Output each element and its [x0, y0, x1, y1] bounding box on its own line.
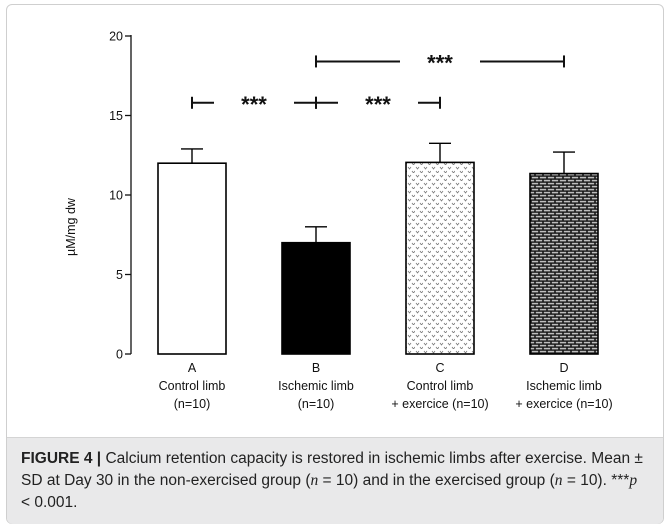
significance-brackets: *** *** *** [192, 50, 564, 116]
bars [158, 162, 598, 354]
category-label-line: D [559, 361, 568, 375]
figure-caption: FIGURE 4 | Calcium retention capacity is… [21, 448, 649, 514]
category-label-line: + exercice (n=10) [515, 397, 612, 411]
sig-label: *** [427, 50, 453, 75]
y-tick-label: 20 [109, 30, 123, 44]
y-axis-label: µM/mg dw [64, 197, 78, 256]
sig-label: *** [241, 92, 267, 117]
category-label-line: Control limb [159, 379, 226, 393]
bar-A [158, 163, 226, 354]
y-ticks: 0 5 10 15 20 [109, 30, 131, 362]
category-label-line: Ischemic limb [526, 379, 602, 393]
category-label-line: B [312, 361, 320, 375]
caption-eq-1: = 10) and in the exercised group ( [318, 472, 555, 489]
category-label-line: + exercice (n=10) [391, 397, 488, 411]
category-label-line: Control limb [407, 379, 474, 393]
y-tick-label: 0 [116, 348, 123, 362]
figure-frame: µM/mg dw 0 5 10 15 20 *** *** *** A Control lim… [6, 4, 664, 524]
category-label-line: A [188, 361, 197, 375]
bar-chart: µM/mg dw 0 5 10 15 20 *** *** *** A Control lim… [7, 5, 663, 437]
bar-B [282, 243, 350, 354]
caption-eq-2: = 10). *** [563, 472, 630, 489]
category-label-line: Ischemic limb [278, 379, 354, 393]
caption-n-var-2: n [555, 472, 563, 489]
error-bars [181, 143, 575, 242]
figure-label: FIGURE 4 | [21, 450, 101, 467]
caption-panel: FIGURE 4 | Calcium retention capacity is… [7, 437, 663, 524]
caption-tail: < 0.001. [21, 494, 77, 511]
category-labels: A Control limb (n=10) B Ischemic limb (n=10) C… [159, 361, 613, 411]
sig-label: *** [365, 92, 391, 117]
category-label-line: C [435, 361, 444, 375]
y-tick-label: 10 [109, 189, 123, 203]
caption-p-var: p [629, 472, 637, 489]
category-label-line: (n=10) [298, 397, 334, 411]
bar-D [530, 174, 598, 354]
bar-C [406, 162, 474, 354]
y-tick-label: 15 [109, 109, 123, 123]
category-label-line: (n=10) [174, 397, 210, 411]
y-tick-label: 5 [116, 268, 123, 282]
